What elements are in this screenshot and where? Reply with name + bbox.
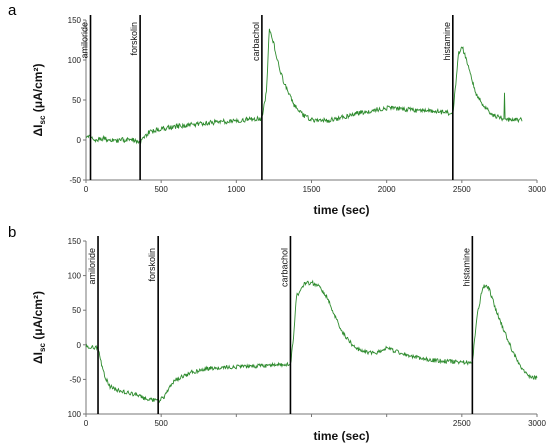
y-tick-label: 150 [68,16,82,25]
event-label: amiloride [80,22,90,59]
x-tick-label: 2500 [453,419,471,428]
chart-panel-b: b 100 -50 0 50 100 150 0 500 2500 3000 time (sec) ΔI… [8,224,546,443]
data-series-line [85,279,538,404]
event-label: carbachol [251,22,261,61]
data-series-line [85,28,523,145]
x-tick-label: 0 [84,185,89,194]
y-tick-label: 0 [77,136,82,145]
y-tick-label: 100 [68,56,82,65]
y-tick-label: -50 [69,375,81,384]
x-tick-label: 1000 [227,185,245,194]
x-tick-label: 3000 [528,419,546,428]
y-axis-label: ΔIsc (μA/cm²) [31,64,47,137]
x-axis-label: time (sec) [313,429,369,443]
event-label: forskolin [147,248,157,282]
y-tick-label: -50 [69,176,81,185]
event-label: forskolin [129,22,139,56]
y-tick-label: 150 [68,237,82,246]
x-tick-label: 500 [154,419,168,428]
event-label: histamine [461,248,471,287]
y-tick-label: 50 [72,96,81,105]
y-tick-label: 100 [68,272,82,281]
x-tick-label: 0 [84,419,89,428]
event-label: carbachol [279,248,289,287]
panel-label: a [8,2,17,19]
y-tick-label: 50 [72,306,81,315]
x-tick-label: 3000 [528,185,546,194]
x-tick-label: 2000 [378,185,396,194]
panel-label: b [8,224,16,241]
y-tick-label: 0 [77,341,82,350]
y-axis-label: ΔIsc (μA/cm²) [31,291,47,364]
y-tick-label: 100 [68,410,82,419]
event-label: amiloride [87,248,97,285]
x-axis-label: time (sec) [313,203,369,217]
event-label: histamine [442,22,452,61]
x-tick-label: 500 [154,185,168,194]
x-tick-label: 2500 [453,185,471,194]
x-tick-label: 1500 [303,185,321,194]
